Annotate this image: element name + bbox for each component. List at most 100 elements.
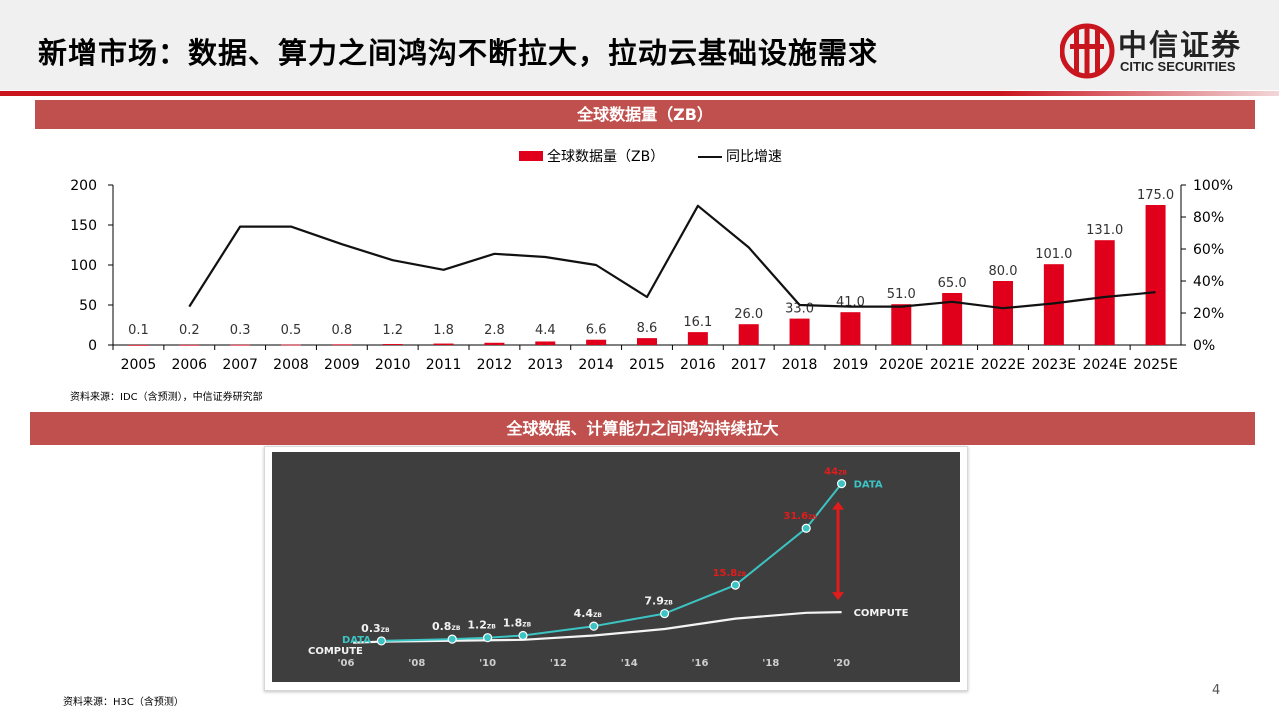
citic-logo: 中信证券 CITIC SECURITIES [1059,20,1275,82]
header-divider [0,91,1279,96]
chart2-banner: 全球数据、计算能力之间鸿沟持续拉大 [30,412,1255,445]
x-tick-label: 2005 [121,357,157,373]
data-point [730,580,740,590]
bar [230,344,251,346]
growth-rate-line [188,204,1156,310]
dark-panel-bg [272,452,960,682]
data-point [660,608,670,619]
x-tick-label: 2025E [1133,357,1177,373]
gap-arrow-head-bottom [832,592,845,601]
series-label-data-end: DATA [854,480,883,491]
bar [586,339,607,345]
bar-value-label: 2.8 [484,323,505,338]
x-tick-label: 2022E [981,357,1025,373]
y-right-tick-label: 0% [1193,338,1215,354]
bar-value-label: 0.1 [128,323,149,338]
bar [637,338,657,345]
gap-x-tick-label: '20 [833,658,850,669]
bar-value-label: 41.0 [836,295,865,310]
x-tick-label: 2011 [426,357,462,373]
bar [331,344,352,346]
x-tick-label: 2012 [477,357,513,373]
data-point [447,634,457,644]
logo-text-en: CITIC SECURITIES [1120,59,1236,74]
y-right-tick-label: 20% [1193,306,1224,322]
data-point [483,633,493,643]
bar [687,332,708,345]
y-right-tick-label: 40% [1193,274,1224,290]
chart1-source: 资料来源：IDC（含预测），中信证券研究部 [70,392,263,403]
bar-value-label: 101.0 [1035,247,1072,262]
data-point-label: 0.8ZB [432,620,461,633]
y-right-tick-label: 80% [1193,210,1224,226]
data-point-label: 0.3ZB [361,622,390,635]
x-tick-label: 2007 [222,357,258,373]
gap-x-tick-label: '06 [338,658,355,669]
gap-x-tick-label: '16 [692,658,709,669]
bar-value-label: 175.0 [1137,188,1174,203]
x-tick-label: 2009 [324,357,360,373]
x-tick-label: 2010 [375,357,411,373]
series-label-data-start: DATA [342,635,371,646]
data-point-label: 15.8ZB [713,568,747,579]
header-band [0,0,1279,90]
bar-value-label: 0.3 [230,323,251,338]
global-data-volume-chart: 全球数据量（ZB） 同比增速 0 50 100 150 200 0% 20% 40% 60% 80% 1… [70,148,1233,373]
data-point-label: 31.6ZB [783,511,817,522]
legend-label-line: 同比增速 [726,149,782,165]
bar-value-label: 0.8 [332,323,353,338]
x-tick-label: 2019 [833,357,869,373]
gap-x-tick-label: '14 [621,658,638,669]
bar-value-label: 80.0 [989,264,1018,279]
y-left-tick-label: 100 [70,258,97,274]
x-tick-label: 2016 [680,357,716,373]
chart1-banner: 全球数据量（ZB） [35,100,1255,129]
y-right-tick-label: 100% [1193,178,1233,194]
x-tick-label: 2017 [731,357,767,373]
bar-value-label: 6.6 [586,323,607,338]
data-point [376,636,387,646]
y-left-tick-label: 150 [70,218,97,234]
bar-value-label: 65.0 [938,276,967,291]
y-left-tick-label: 50 [79,298,97,314]
series-label-compute-start: COMPUTE [308,646,363,657]
bar-value-label: 131.0 [1086,223,1123,238]
data-point-label: 1.2ZB [467,619,496,632]
y-left-tick-label: 200 [70,178,97,194]
bar-value-label: 0.5 [281,323,302,338]
gap-x-tick-label: '08 [408,658,425,669]
bar-value-label: 51.0 [887,287,916,302]
bar [1043,264,1064,345]
data-point-label: 44ZB [824,467,847,478]
data-compute-gap-chart: '06 '08 '10 '12 '14 '16 '18 '20 0.3ZB 0.8ZB 1.2ZB 1… [272,452,960,682]
bar [840,312,861,345]
data-point-label: 1.8ZB [503,617,532,630]
gap-x-tick-label: '18 [762,658,779,669]
x-tick-label: 2015 [629,357,665,373]
data-point [589,621,599,631]
data-point [518,630,528,641]
series-label-compute-end: COMPUTE [854,608,909,619]
legend-label-bars: 全球数据量（ZB） [547,148,664,165]
bar-value-label: 16.1 [683,315,712,330]
chart2-source: 资料来源：H3C（含预测） [63,697,184,708]
bar [484,342,505,345]
x-tick-label: 2020E [879,357,923,373]
x-tick-label: 2023E [1032,357,1076,373]
y-left-tick-label: 0 [88,338,97,354]
bar [433,343,454,345]
bar [738,324,759,345]
bar [128,344,149,346]
bar [789,318,810,345]
gap-x-tick-label: '10 [479,658,496,669]
bar-value-label: 0.2 [179,323,200,338]
data-point-label: 4.4ZB [574,607,603,620]
data-point [836,479,847,489]
bar-value-label: 26.0 [734,307,763,322]
bar-value-label: 4.4 [535,323,556,338]
x-tick-label: 2008 [273,357,309,373]
bar-value-label: 1.8 [433,323,454,338]
gap-arrow-head-top [832,501,845,510]
x-tick-label: 2018 [782,357,818,373]
page-number: 4 [1212,683,1221,698]
